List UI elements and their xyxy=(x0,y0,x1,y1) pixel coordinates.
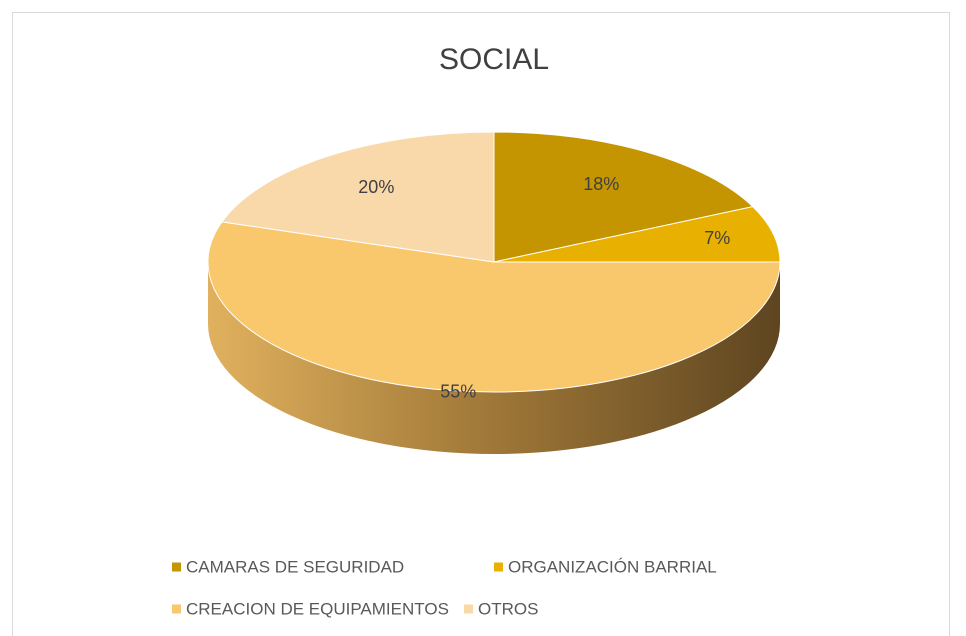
pie-slice xyxy=(221,131,495,263)
data-label: 18% xyxy=(583,174,619,194)
legend-text: CAMARAS DE SEGURIDAD xyxy=(186,557,404,576)
pie-slice xyxy=(493,131,754,263)
legend-text: ORGANIZACIÓN BARRIAL xyxy=(508,557,717,576)
legend-swatch xyxy=(494,562,503,572)
legend-text: OTROS xyxy=(478,599,538,618)
legend-swatch xyxy=(172,562,181,572)
data-label: 7% xyxy=(704,228,730,248)
chart-border xyxy=(12,12,950,636)
legend-swatch xyxy=(464,604,473,614)
data-label: 55% xyxy=(440,381,476,401)
pie-slice xyxy=(493,206,781,263)
legend-text: CREACION DE EQUIPAMIENTOS xyxy=(186,599,449,618)
pie-side xyxy=(208,262,780,454)
chart-title: SOCIAL xyxy=(439,43,549,76)
legend-swatch xyxy=(172,604,181,614)
data-label: 20% xyxy=(358,177,394,197)
pie-slice xyxy=(207,221,781,393)
